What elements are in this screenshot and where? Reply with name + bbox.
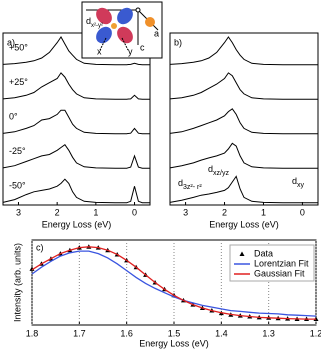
panel-label: c) (36, 242, 44, 252)
x-tick-label: 0 (132, 207, 137, 217)
spectrum-line (169, 36, 318, 66)
x-tick-label: 2 (55, 207, 60, 217)
axis-label: x (97, 46, 102, 56)
atom (135, 7, 141, 13)
annotation-sub: xy (297, 182, 305, 189)
panel-a-frame (2, 32, 151, 206)
orbital-lobe (117, 7, 133, 25)
x-tick-label: 1.2 (310, 328, 321, 338)
panel-label: b) (174, 37, 182, 47)
spectrum-line (2, 72, 150, 100)
orbital-lobe (117, 26, 133, 44)
legend-label: Gaussian Fit (254, 268, 305, 278)
panel-label: a) (7, 37, 15, 47)
axis-line (121, 37, 129, 51)
x-axis-label: Energy Loss (eV) (209, 219, 279, 229)
spectrum-line (169, 72, 318, 100)
annotation-main: d (208, 164, 213, 174)
annotation-main: d (292, 176, 297, 186)
x-tick-label: 2 (222, 207, 227, 217)
x-tick-label: 1.5 (168, 328, 181, 338)
x-axis-label: Energy Loss (eV) (139, 338, 209, 348)
axis-label: c (140, 42, 145, 52)
x-tick-label: 3 (16, 207, 21, 217)
atom (145, 17, 155, 27)
legend-box (229, 244, 315, 282)
x-tick-label: 1.7 (73, 328, 86, 338)
x-axis-label: Energy Loss (eV) (42, 219, 112, 229)
atom (111, 23, 117, 29)
spectrum-line (2, 109, 150, 135)
spectrum-line (31, 250, 317, 317)
spectrum-line (2, 143, 150, 169)
x-tick-label: 1 (261, 207, 266, 217)
spectrum-line (2, 178, 150, 204)
x-tick-label: 1.3 (262, 328, 275, 338)
x-tick-label: 1.4 (215, 328, 228, 338)
annotation-main: d (178, 178, 183, 188)
annotation: d3z²- r² (178, 178, 202, 190)
y-axis-label: Intensity (arb. units) (12, 243, 22, 322)
annotation-sub: xz/yz (213, 170, 229, 177)
annotation: dxy (292, 176, 305, 188)
inset: dx²-y² x y a c (81, 1, 163, 59)
orbital-label: dx²-y² (86, 16, 103, 28)
legend-marker (239, 251, 245, 256)
x-tick-label: 0 (300, 207, 305, 217)
x-tick-label: 1.8 (26, 328, 39, 338)
series-label: -25° (9, 146, 26, 156)
spectrum-line (169, 108, 318, 135)
x-tick-label: 1 (93, 207, 98, 217)
spectrum-line (169, 142, 318, 169)
spectrum-line (169, 175, 318, 204)
legend-label: Data (254, 248, 273, 258)
series-label: +25° (9, 77, 28, 87)
orbital-lobe (96, 7, 112, 25)
x-tick-label: 3 (183, 207, 188, 217)
annotation-sub: 3z²- r² (183, 184, 202, 191)
axis-line (99, 37, 107, 51)
axis-label: a (154, 28, 159, 38)
panel-b-frame (169, 32, 319, 206)
spectrum-line (2, 36, 150, 66)
annotation: dxz/yz (208, 164, 229, 176)
series-label: 0° (9, 111, 18, 121)
axis-label: y (128, 46, 133, 56)
orbital-lobe (96, 26, 112, 44)
x-tick-label: 1.6 (120, 328, 133, 338)
legend-label: Lorentzian Fit (254, 258, 309, 268)
series-label: -50° (9, 180, 26, 190)
spectrum-line (31, 246, 316, 320)
series-label: +50° (9, 42, 28, 52)
